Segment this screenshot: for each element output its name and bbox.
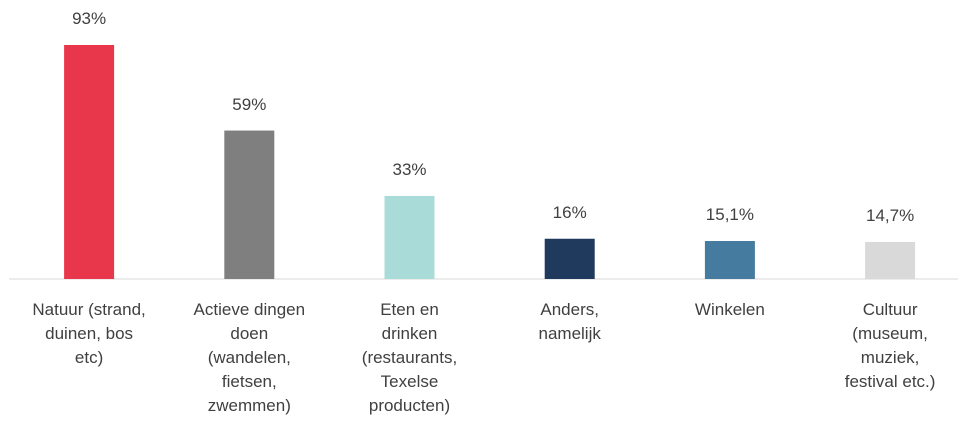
data-label: 14,7% [865,206,915,225]
data-label: 93% [72,9,107,28]
x-tick-label: Eten en drinken (restaurants, Texelse pr… [361,300,458,415]
bar [865,242,916,279]
data-label: 15,1% [705,205,754,224]
x-tick-label: Anders, namelijk [538,300,601,343]
x-tick-label: Cultuur (museum, muziek, festival etc.) [844,300,936,391]
bar [384,195,435,279]
x-tick-label: Actieve dingen doen (wandelen, fietsen, … [193,300,306,415]
data-label: 59% [232,94,267,114]
bar [544,238,595,279]
bar [64,45,115,279]
x-tick-label: Winkelen [694,300,765,319]
data-label: 33% [392,159,427,179]
bar [224,130,275,279]
data-label: 16% [552,202,587,222]
x-tick-label: Natuur (strand, duinen, bos etc) [32,300,146,367]
bar [704,241,755,279]
